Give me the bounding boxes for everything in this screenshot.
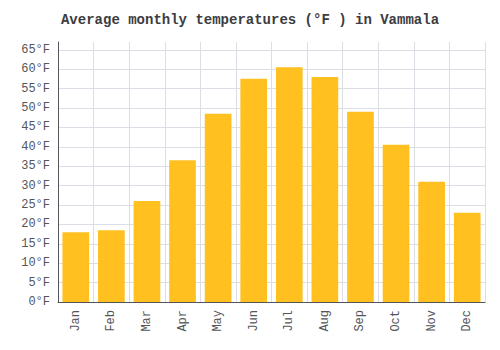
- svg-text:Oct: Oct: [389, 310, 403, 332]
- svg-text:20°F: 20°F: [21, 217, 50, 231]
- svg-text:Nov: Nov: [425, 310, 439, 332]
- svg-text:Jun: Jun: [247, 310, 261, 332]
- svg-text:55°F: 55°F: [21, 82, 50, 96]
- svg-text:Mar: Mar: [140, 310, 154, 332]
- svg-text:May: May: [211, 310, 225, 332]
- svg-text:Dec: Dec: [460, 310, 474, 332]
- svg-text:0°F: 0°F: [28, 295, 50, 309]
- svg-text:10°F: 10°F: [21, 256, 50, 270]
- svg-text:40°F: 40°F: [21, 140, 50, 154]
- svg-text:Jul: Jul: [282, 310, 296, 332]
- svg-text:50°F: 50°F: [21, 101, 50, 115]
- svg-text:25°F: 25°F: [21, 198, 50, 212]
- svg-text:30°F: 30°F: [21, 179, 50, 193]
- svg-text:5°F: 5°F: [28, 276, 50, 290]
- svg-text:65°F: 65°F: [21, 43, 50, 57]
- svg-text:45°F: 45°F: [21, 120, 50, 134]
- svg-text:Average monthly temperatures (: Average monthly temperatures (°F ) in Va…: [61, 12, 440, 28]
- svg-text:Feb: Feb: [104, 310, 118, 332]
- svg-text:35°F: 35°F: [21, 159, 50, 173]
- svg-text:Apr: Apr: [176, 310, 190, 332]
- svg-text:Aug: Aug: [318, 310, 332, 332]
- svg-text:60°F: 60°F: [21, 62, 50, 76]
- svg-text:Jan: Jan: [69, 310, 83, 332]
- svg-text:Sep: Sep: [353, 310, 367, 332]
- svg-text:15°F: 15°F: [21, 237, 50, 251]
